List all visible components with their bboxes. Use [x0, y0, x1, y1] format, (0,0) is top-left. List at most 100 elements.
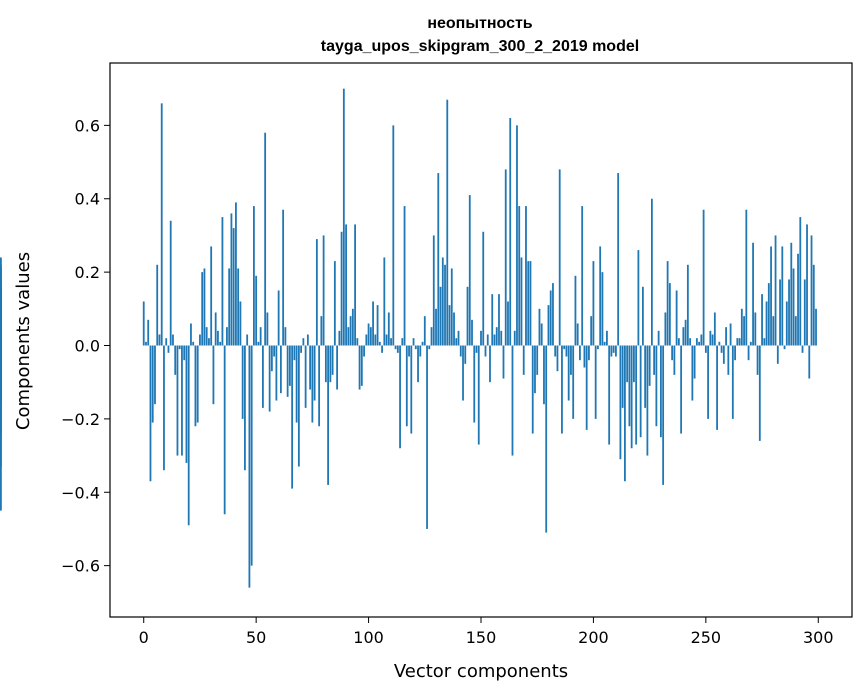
bar [313, 345, 316, 401]
bar [156, 264, 159, 346]
bar [239, 301, 242, 346]
bar [365, 334, 368, 346]
bar [567, 345, 570, 401]
bar [619, 345, 622, 460]
bar [149, 345, 152, 482]
bar [815, 308, 817, 346]
bar [641, 286, 644, 346]
bar [772, 316, 775, 346]
x-tick-label: 300 [803, 628, 834, 647]
bar [664, 312, 667, 346]
bar [167, 345, 170, 353]
bar [446, 99, 449, 346]
bar [376, 305, 379, 346]
bar [606, 330, 608, 346]
bar [538, 308, 541, 346]
bar [453, 312, 455, 346]
bar [403, 206, 406, 346]
bar [302, 338, 305, 346]
bar [349, 316, 352, 346]
bar [763, 338, 766, 346]
bar [421, 341, 424, 346]
bar [689, 338, 692, 346]
bar [570, 345, 572, 375]
bar [273, 345, 276, 357]
bar [345, 224, 347, 346]
bar [358, 345, 361, 390]
bar [448, 305, 451, 346]
bar [205, 327, 208, 346]
bar [498, 294, 500, 346]
bar [671, 345, 674, 361]
bar [749, 341, 752, 346]
bar [653, 345, 656, 375]
bar [459, 345, 462, 357]
bar [356, 338, 359, 346]
bar [372, 301, 374, 346]
bar [635, 345, 638, 445]
bar [597, 345, 599, 350]
bar [199, 334, 201, 346]
bar [419, 345, 422, 357]
y-tick-label: 0.0 [75, 337, 100, 356]
bar [387, 312, 390, 346]
bar [711, 334, 714, 346]
bar [0, 345, 2, 467]
bar [169, 220, 172, 346]
bar [502, 345, 505, 379]
bar [250, 345, 253, 566]
bar [464, 345, 467, 364]
bar [621, 345, 624, 408]
bar [268, 345, 271, 412]
bar [693, 345, 696, 379]
bar [338, 330, 341, 346]
y-tick-label: 0.6 [75, 116, 100, 135]
bar [615, 345, 617, 357]
bar [770, 246, 772, 346]
bar [691, 345, 694, 401]
bar [507, 301, 509, 346]
bar [432, 235, 435, 346]
bar [223, 345, 226, 515]
bar [565, 345, 568, 357]
y-tick-label: −0.2 [61, 410, 100, 429]
bar [450, 268, 453, 346]
bar [736, 338, 739, 346]
bar [525, 206, 527, 346]
bar [324, 345, 327, 383]
bar [812, 264, 815, 346]
bar [435, 308, 437, 346]
bar [192, 341, 195, 346]
bar [208, 338, 210, 346]
bar [441, 257, 444, 346]
bar [648, 345, 651, 386]
bar [230, 213, 233, 346]
bar [633, 345, 635, 383]
bar [158, 334, 161, 346]
bar [174, 345, 177, 375]
bar [540, 323, 543, 346]
bar [626, 345, 629, 383]
bar [183, 345, 186, 361]
bar [342, 88, 345, 346]
bar [423, 316, 426, 346]
bars-group [0, 88, 817, 588]
bar [246, 334, 249, 346]
bar [561, 345, 563, 434]
bar [244, 345, 246, 471]
bar [718, 341, 721, 346]
bar [644, 345, 647, 408]
bar [713, 312, 716, 346]
bar [608, 345, 611, 445]
bar [781, 246, 784, 346]
x-tick-label: 0 [139, 628, 149, 647]
bar [529, 261, 532, 346]
bar [682, 327, 685, 346]
bar [228, 268, 231, 346]
bar [783, 345, 786, 350]
bar [592, 261, 595, 346]
bar [520, 257, 523, 346]
bar [729, 323, 732, 346]
bar [657, 330, 660, 346]
bar [612, 345, 615, 353]
